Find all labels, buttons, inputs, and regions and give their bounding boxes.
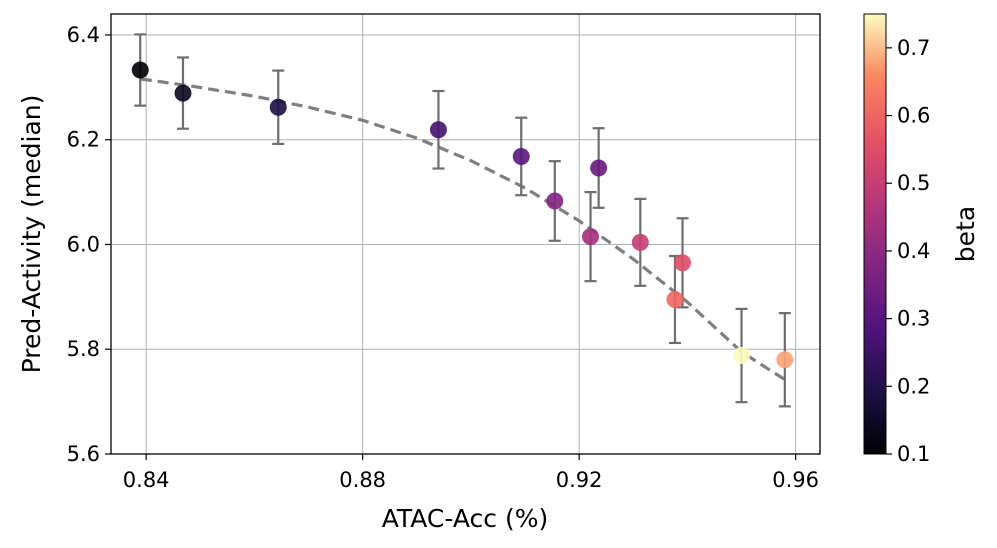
y-axis-title: Pred-Activity (median) (17, 95, 46, 374)
data-point (582, 228, 600, 246)
grid (111, 14, 820, 455)
data-point (733, 347, 751, 365)
y-tick-label: 6.0 (67, 232, 100, 256)
colorbar-tick-label: 0.4 (897, 239, 930, 263)
x-axis: 0.84 0.88 0.92 0.96 (123, 454, 819, 492)
data-point (631, 233, 649, 251)
errorbar-layer (134, 33, 791, 408)
y-tick-label: 6.2 (67, 128, 100, 152)
x-axis-title: ATAC-Acc (%) (382, 504, 548, 533)
data-point (269, 98, 287, 116)
y-tick-label: 6.4 (67, 23, 100, 47)
fit-layer (140, 77, 786, 381)
colorbar-tick-label: 0.3 (897, 307, 930, 331)
point-layer (131, 61, 794, 369)
data-point (174, 84, 192, 102)
x-tick-label: 0.88 (339, 468, 386, 492)
data-point (131, 61, 149, 79)
x-tick-label: 0.92 (556, 468, 603, 492)
colorbar-tick-label: 0.6 (897, 104, 930, 128)
colorbar-tick-label: 0.7 (897, 36, 930, 60)
data-point (666, 290, 684, 308)
colorbar-tick-label: 0.2 (897, 374, 930, 398)
data-point (776, 351, 794, 369)
x-tick-label: 0.84 (123, 468, 170, 492)
data-point (590, 159, 608, 177)
colorbar (863, 13, 887, 455)
colorbar-title: beta (951, 206, 980, 262)
data-point (512, 147, 530, 165)
y-axis: 5.6 5.8 6.0 6.2 6.4 (67, 23, 111, 466)
data-point (546, 192, 564, 210)
colorbar-tick-label: 0.5 (897, 171, 930, 195)
x-tick-label: 0.96 (772, 468, 819, 492)
colorbar-tick-label: 0.1 (897, 442, 930, 466)
fit-line (140, 77, 786, 381)
data-point (429, 121, 447, 139)
data-point (674, 254, 692, 272)
plot-frame (110, 13, 821, 455)
colorbar-axis: 0.1 0.2 0.3 0.4 0.5 0.6 0.7 (886, 36, 930, 466)
y-tick-label: 5.8 (67, 337, 100, 361)
y-tick-label: 5.6 (67, 442, 100, 466)
